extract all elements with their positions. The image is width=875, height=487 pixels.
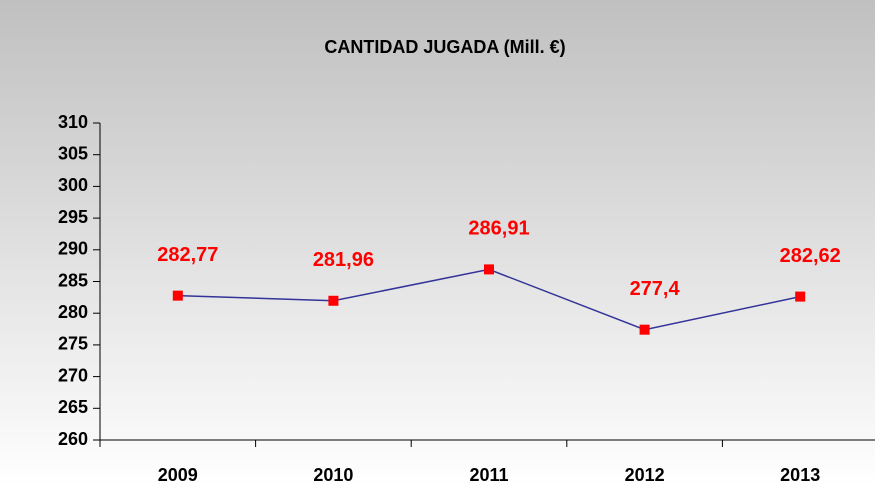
marker [639, 324, 650, 335]
y-tick-label: 280 [58, 302, 88, 322]
x-tick-label: 2010 [313, 465, 353, 485]
marker [795, 291, 806, 302]
value-label: 286,91 [468, 218, 529, 240]
y-tick-label: 300 [58, 175, 88, 195]
y-tick-label: 270 [58, 365, 88, 385]
marker [328, 295, 339, 306]
y-tick-label: 305 [58, 143, 88, 163]
value-label: 281,96 [313, 249, 374, 271]
y-tick-label: 295 [58, 207, 88, 227]
x-tick-label: 2011 [469, 465, 508, 485]
marker [484, 264, 494, 275]
value-label: 282,77 [157, 244, 218, 266]
value-label: 282,62 [780, 245, 841, 267]
y-tick-label: 275 [58, 334, 88, 354]
x-tick-label: 2009 [158, 465, 198, 485]
marker [172, 290, 183, 301]
y-tick-label: 285 [58, 270, 88, 290]
y-tick-label: 290 [58, 239, 88, 259]
x-tick-label: 2013 [780, 465, 820, 485]
value-label: 277,4 [630, 278, 681, 300]
x-tick-label: 2012 [625, 465, 665, 485]
y-tick-label: 260 [58, 429, 88, 449]
chart-title: CANTIDAD JUGADA (Mill. €) [324, 37, 565, 57]
y-tick-label: 310 [58, 112, 88, 132]
y-tick-label: 265 [58, 397, 88, 417]
